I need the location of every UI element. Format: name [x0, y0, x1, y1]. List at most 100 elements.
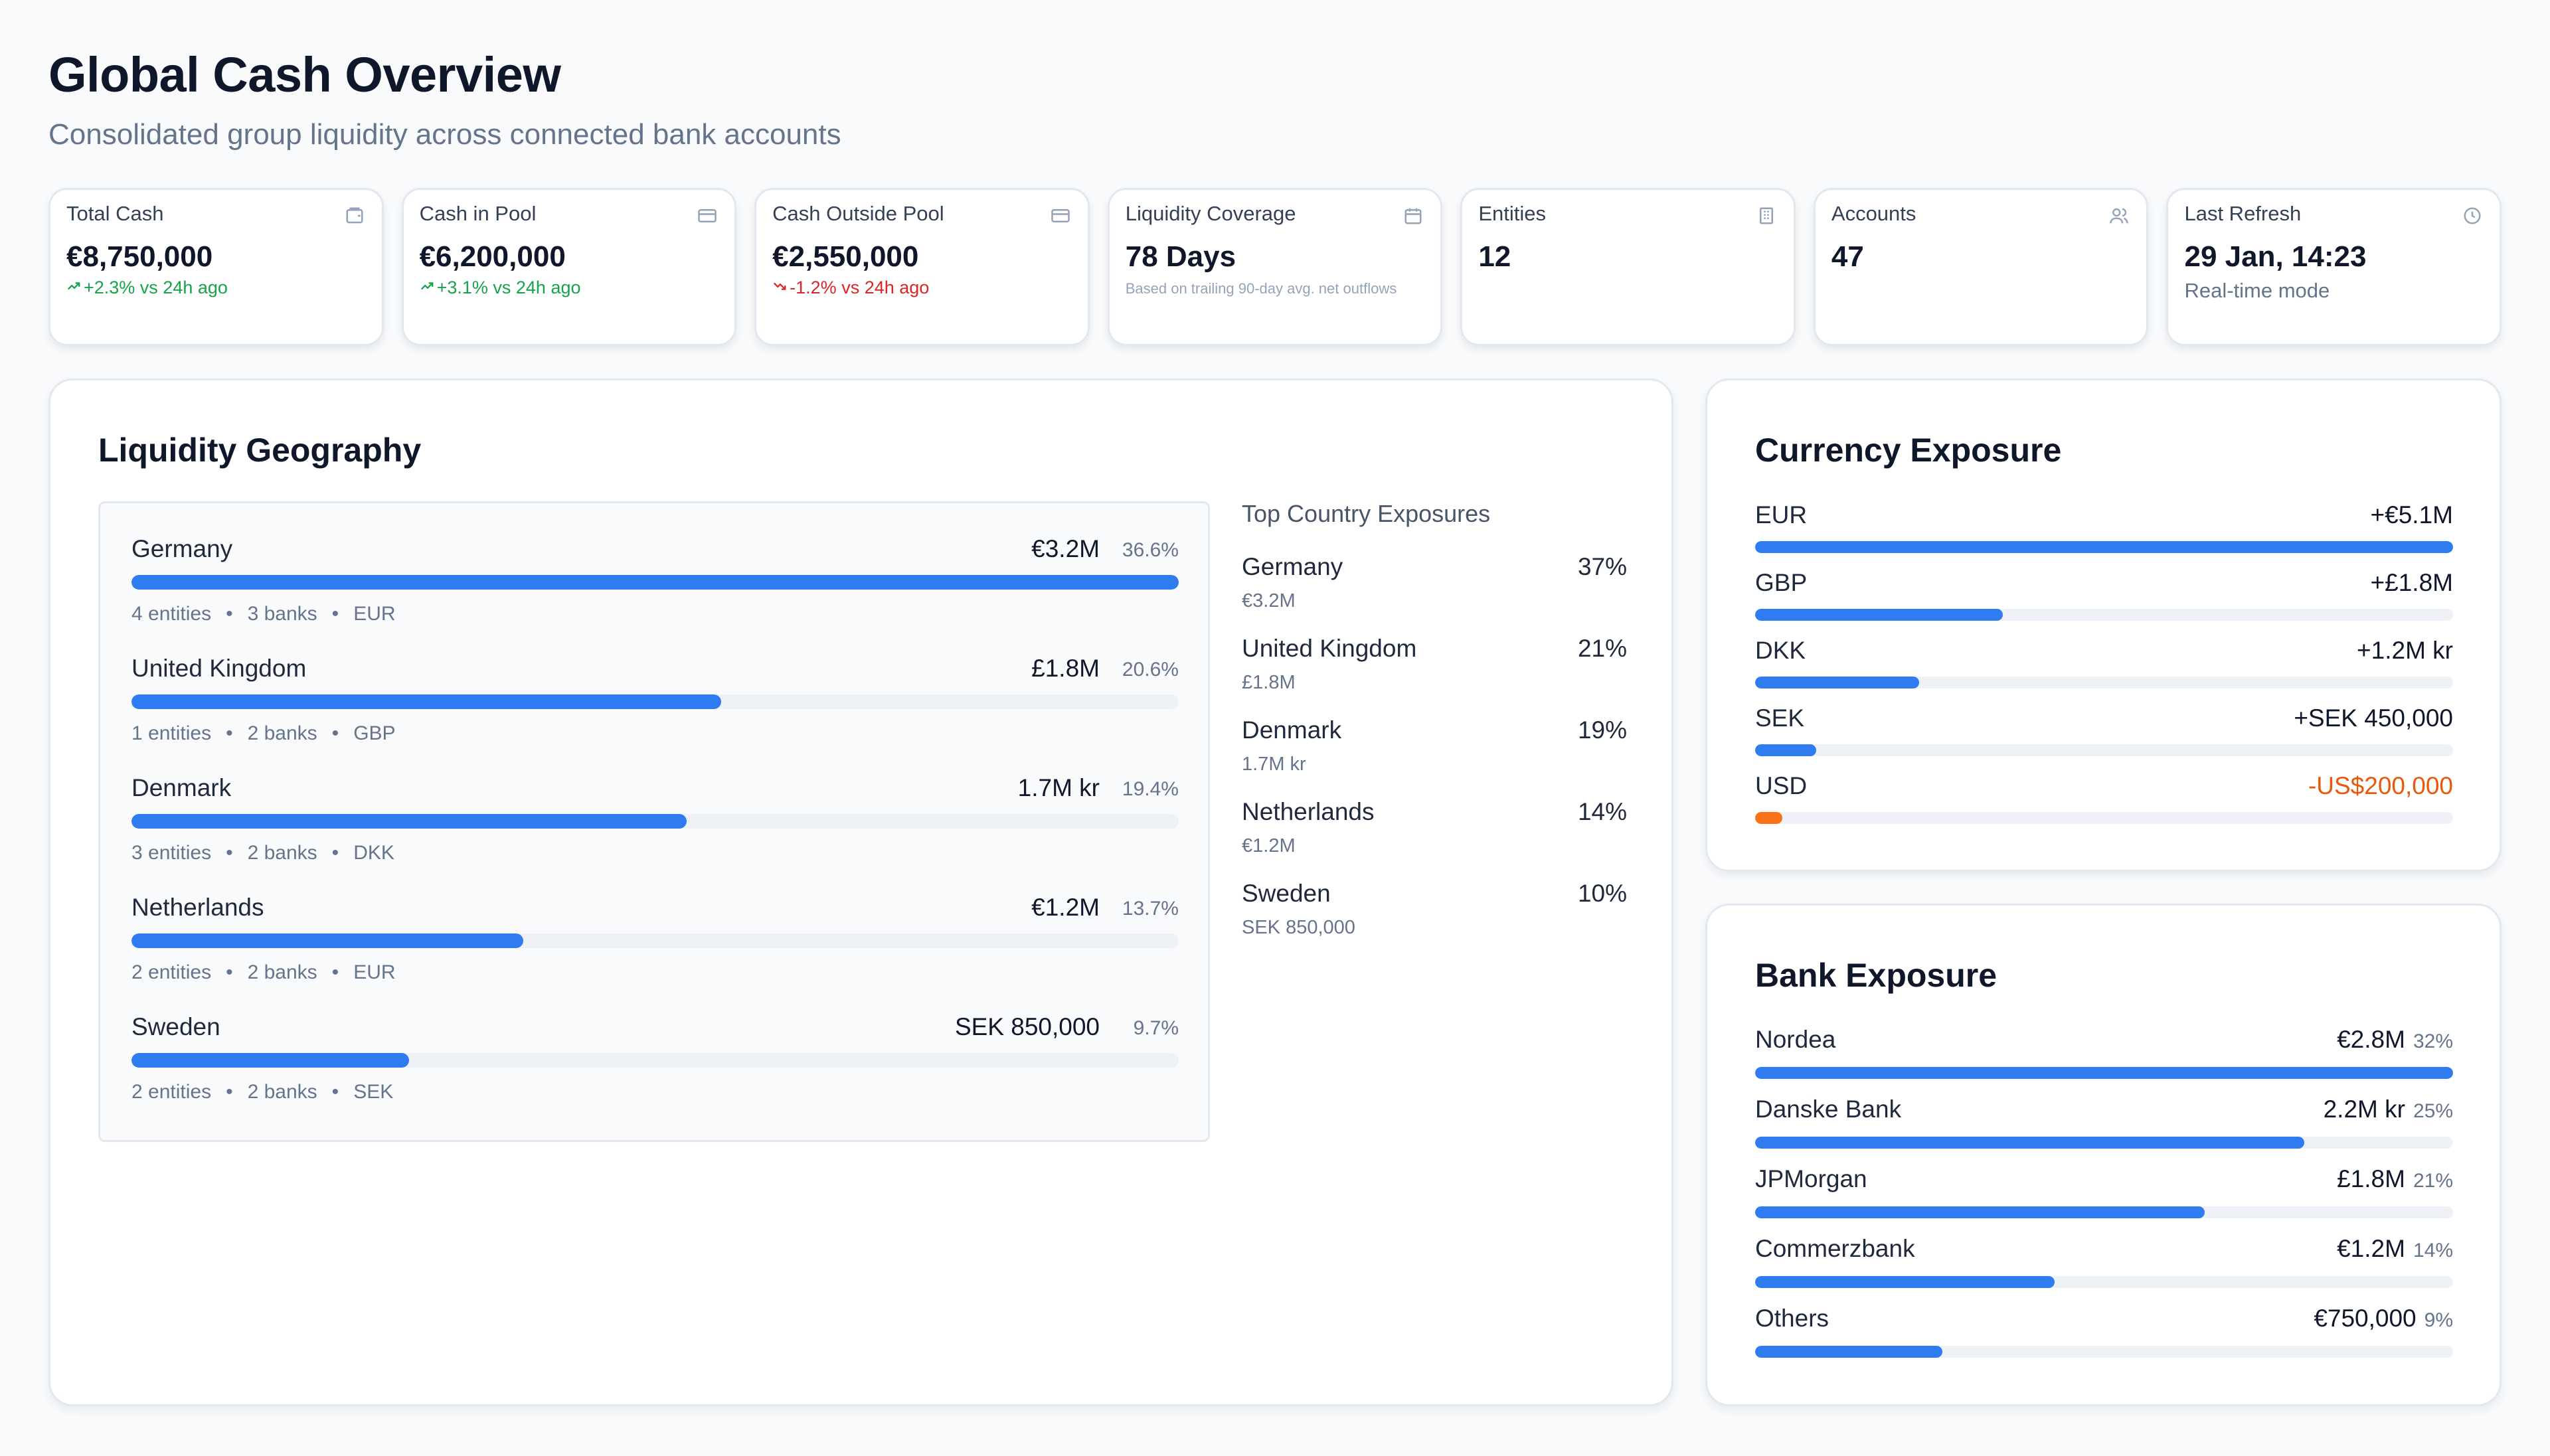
bank-exposure-panel: Bank Exposure Nordea €2.8M 32% Danske Ba… [1705, 904, 2502, 1406]
geography-row[interactable]: United Kingdom £1.8M 20.6% 1 entities • 2… [131, 655, 1179, 754]
exposure-bar-track [1755, 744, 2453, 756]
geography-row[interactable]: Denmark 1.7M kr 19.4% 3 entities • 2 bank… [131, 774, 1179, 874]
bank-percent: 14% [2413, 1240, 2453, 1261]
exposure-bar [1755, 744, 1817, 756]
bank-count: 2 banks [247, 1081, 317, 1103]
kpi-card: Cash in Pool €6,200,000 +3.1% vs 24h ago [401, 188, 737, 346]
country-meta: 2 entities • 2 banks • SEK [131, 1081, 394, 1103]
bank-name: Others [1755, 1305, 1829, 1332]
bank-row[interactable]: Danske Bank 2.2M kr 25% [1755, 1095, 2453, 1155]
share-bar-track [131, 1053, 1179, 1068]
kpi-label: Entities [1478, 202, 1546, 225]
country-name: Netherlands [131, 894, 264, 921]
geography-list: Germany €3.2M 36.6% 4 entities • 3 banks •… [98, 501, 1210, 1142]
share-bar [131, 933, 524, 948]
entity-count: 1 entities [131, 722, 212, 744]
trend-down-icon [772, 278, 787, 298]
bank-amount: 2.2M kr [2323, 1095, 2405, 1123]
exposure-bar [1755, 1276, 2055, 1288]
currency-row[interactable]: DKK +1.2M kr [1755, 637, 2453, 690]
exposure-bar-track [1755, 1067, 2453, 1079]
bank-name: JPMorgan [1755, 1165, 1867, 1192]
bank-percent: 32% [2413, 1030, 2453, 1052]
exposure-bar [1755, 609, 2003, 621]
bank-row[interactable]: Nordea €2.8M 32% [1755, 1026, 2453, 1086]
kpi-card: Entities 12 [1460, 188, 1796, 346]
share-bar-track [131, 575, 1179, 590]
currency-code: EUR [353, 603, 396, 625]
currency-code: DKK [1755, 637, 1806, 664]
calendar-icon [1403, 206, 1423, 226]
kpi-card: Last Refresh 29 Jan, 14:23 Real-time mod… [2166, 188, 2502, 346]
share-bar [131, 575, 1179, 590]
exposure-bar [1755, 1346, 1942, 1358]
exposure-bar [1755, 541, 2453, 553]
kpi-card: Liquidity Coverage 78 Days Based on trai… [1107, 188, 1443, 346]
kpi-value: €2,550,000 [772, 240, 919, 273]
geography-row[interactable]: Sweden SEK 850,000 9.7% 2 entities • 2 ba… [131, 1013, 1179, 1113]
kpi-subtext: +2.3% vs 24h ago [66, 278, 366, 298]
country-name: United Kingdom [1242, 635, 1417, 662]
country-percent: 9.7% [1133, 1017, 1179, 1039]
exposure-bar [1755, 812, 1782, 824]
currency-row[interactable]: USD -US$200,000 [1755, 772, 2453, 825]
bank-amount: £1.8M [2337, 1165, 2405, 1192]
geography-row[interactable]: Netherlands €1.2M 13.7% 2 entities • 2 ba… [131, 894, 1179, 993]
exposure-bar-track [1755, 1206, 2453, 1218]
country-name: Sweden [1242, 880, 1331, 907]
panel-title: Liquidity Geography [98, 432, 422, 469]
kpi-label: Total Cash [66, 202, 164, 225]
currency-value: +€5.1M [2370, 501, 2453, 528]
currency-value: +1.2M kr [2357, 637, 2453, 664]
kpi-label: Cash Outside Pool [772, 202, 944, 225]
country-percent: 14% [1577, 798, 1627, 825]
currency-exposure-panel: Currency Exposure EUR +€5.1M GBP +£1.8M … [1705, 378, 2502, 872]
clock-icon [2462, 206, 2482, 226]
geography-row[interactable]: Germany €3.2M 36.6% 4 entities • 3 banks •… [131, 535, 1179, 635]
bank-name: Nordea [1755, 1026, 1836, 1053]
bank-row[interactable]: Commerzbank €1.2M 14% [1755, 1235, 2453, 1295]
bank-count: 3 banks [247, 603, 317, 625]
kpi-value: 47 [1831, 240, 1864, 273]
country-name: United Kingdom [131, 655, 307, 682]
credit-card-icon [1051, 206, 1070, 226]
bank-row[interactable]: JPMorgan £1.8M 21% [1755, 1165, 2453, 1225]
trend-up-icon [420, 278, 434, 298]
currency-row[interactable]: GBP +£1.8M [1755, 569, 2453, 622]
top-country-exposures: Top Country Exposures Germany 37% €3.2M … [1242, 500, 1627, 938]
page-subtitle: Consolidated group liquidity across conn… [48, 118, 841, 151]
kpi-card: Accounts 47 [1813, 188, 2149, 346]
currency-code: SEK [353, 1081, 394, 1103]
top-exposure-item: Netherlands 14% €1.2M [1242, 798, 1627, 864]
country-amount: SEK 850,000 [954, 1013, 1100, 1040]
bank-count: 2 banks [247, 842, 317, 864]
country-meta: 1 entities • 2 banks • GBP [131, 722, 396, 744]
trend-up-icon [66, 278, 81, 298]
exposure-bar-track [1755, 1346, 2453, 1358]
bank-percent: 21% [2413, 1170, 2453, 1192]
currency-row[interactable]: EUR +€5.1M [1755, 501, 2453, 554]
currency-row[interactable]: SEK +SEK 450,000 [1755, 704, 2453, 758]
entity-count: 2 entities [131, 1081, 212, 1103]
country-amount: €3.2M [1031, 535, 1100, 562]
kpi-label: Liquidity Coverage [1125, 202, 1296, 225]
bank-amount: €2.8M [2337, 1026, 2405, 1053]
currency-code: EUR [1755, 501, 1808, 528]
kpi-label: Accounts [1831, 202, 1916, 225]
exposure-bar-track [1755, 609, 2453, 621]
bank-name: Commerzbank [1755, 1235, 1915, 1262]
country-name: Germany [131, 535, 233, 562]
share-bar-track [131, 814, 1179, 829]
wallet-icon [345, 206, 365, 226]
top-exposures-title: Top Country Exposures [1242, 500, 1491, 527]
kpi-value: €6,200,000 [419, 240, 566, 273]
kpi-card: Total Cash €8,750,000 +2.3% vs 24h ago [48, 188, 384, 346]
country-percent: 13.7% [1122, 898, 1179, 920]
panel-title: Currency Exposure [1755, 432, 2062, 469]
bank-row[interactable]: Others €750,000 9% [1755, 1305, 2453, 1364]
country-name: Denmark [131, 774, 232, 801]
exposure-bar [1755, 1206, 2205, 1218]
currency-value: +£1.8M [2370, 569, 2453, 596]
bank-percent: 9% [2424, 1309, 2453, 1331]
kpi-subtext: Real-time mode [2184, 279, 2330, 302]
